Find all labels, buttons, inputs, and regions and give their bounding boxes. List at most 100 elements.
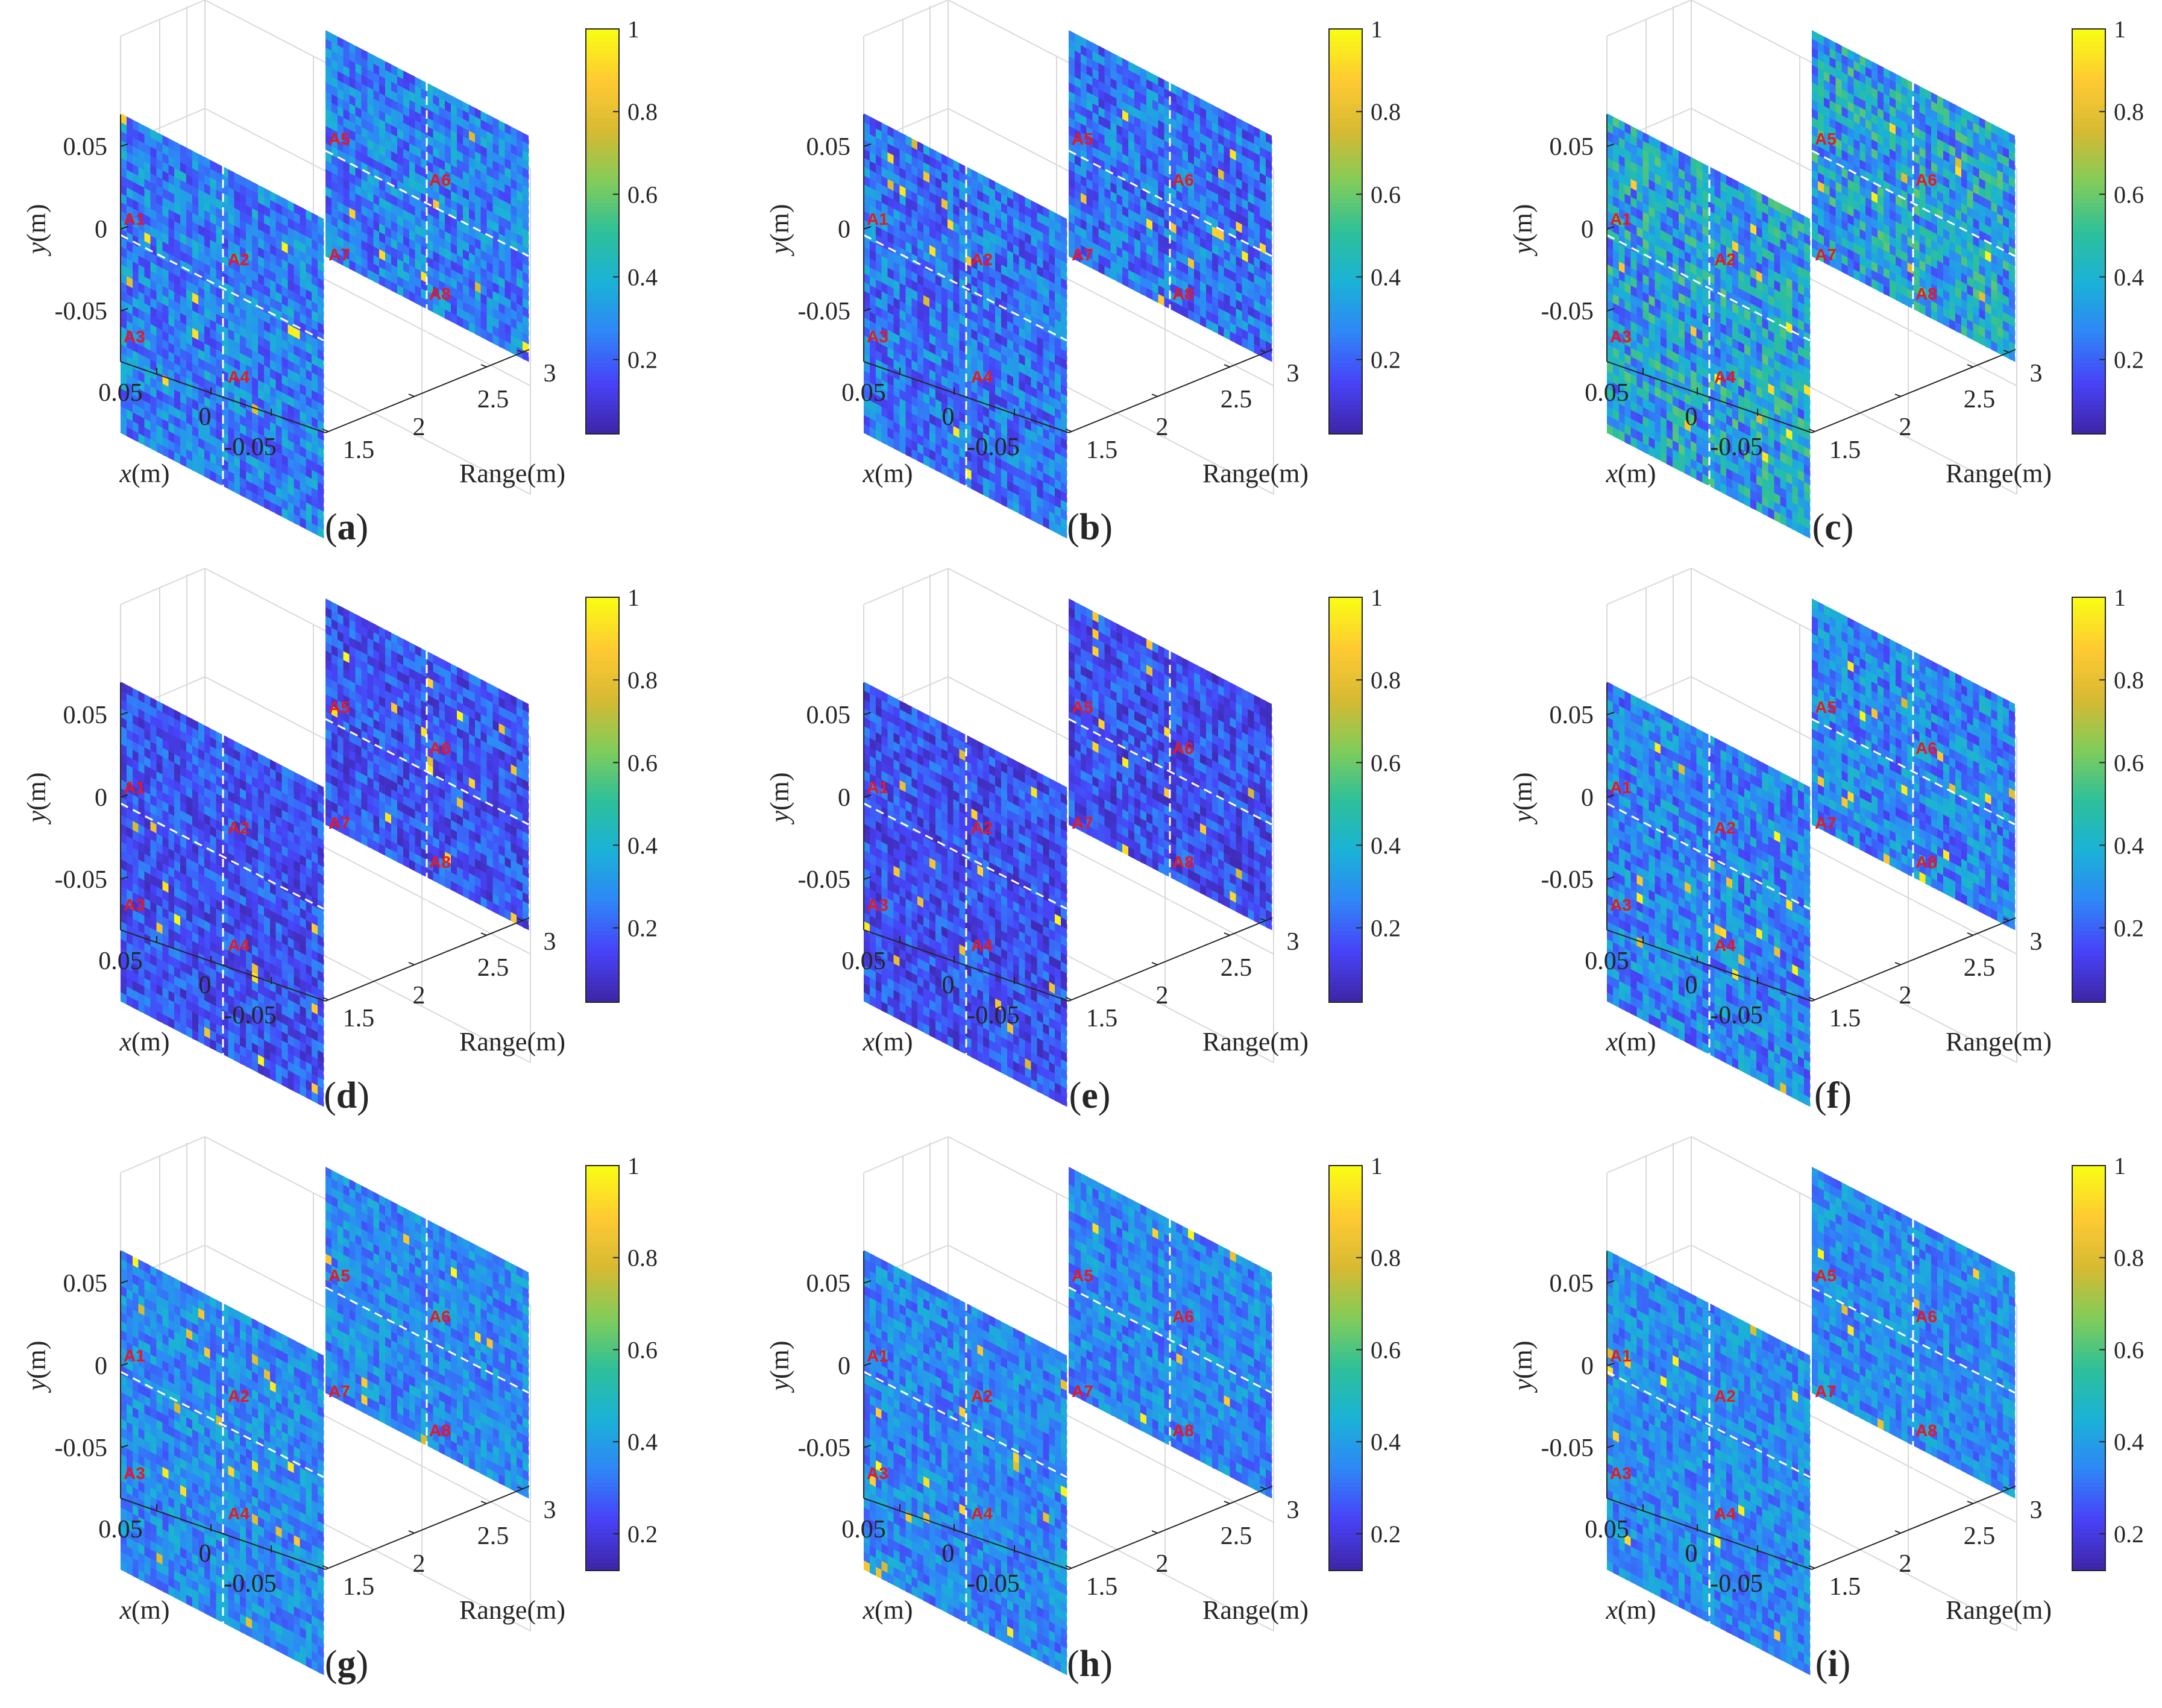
heatmap-cell [150,386,157,399]
colorbar-strip [586,46,619,51]
heatmap-cell [180,401,187,414]
heatmap-cell [180,384,187,397]
heatmap-cell [138,229,145,242]
colorbar-strip [586,282,619,287]
heatmap-cell [216,216,223,229]
heatmap-cell [174,398,181,411]
heatmap-cell [246,196,253,209]
heatmap-cell [138,193,145,206]
heatmap-cell [228,355,234,368]
heatmap-cell [138,424,145,437]
heatmap-cell [168,377,175,391]
heatmap-cell [234,367,240,380]
heatmap-cell [126,178,133,191]
heatmap-cell [150,137,157,150]
heatmap-cell [150,306,157,319]
heatmap-cell [138,131,145,144]
colorbar-strip [586,421,619,426]
heatmap-cell [150,218,157,230]
heatmap-cell [168,306,175,319]
colorbar-strip [586,375,619,380]
heatmap-cell [234,207,240,221]
heatmap-cell [144,374,151,387]
region-marker-a2: A2 [971,250,993,269]
heatmap-cell [150,377,157,390]
heatmap-cell [121,273,127,286]
heatmap-cell [144,232,151,245]
colorbar-strip [1329,240,1362,245]
colorbar-strip [586,341,619,346]
heatmap-cell [186,395,193,409]
heatmap-cell [192,336,199,350]
colorbar-strip [1329,46,1362,51]
colorbar-strip [1329,354,1362,359]
colorbar-strip [1329,130,1362,135]
heatmap-cell [162,445,169,458]
heatmap-cell [162,286,169,298]
colorbar-strip [1329,375,1362,380]
range-tick-mark [1151,394,1158,397]
heatmap-cell [180,366,187,378]
heatmap-cell [192,204,199,216]
heatmap-cell [204,227,211,240]
heatmap-cell [192,212,199,225]
heatmap-cell [240,175,247,188]
heatmap-cell [180,330,187,344]
heatmap-cell [121,397,127,410]
heatmap-cell [156,318,163,331]
heatmap-cell [144,321,151,333]
heatmap-cell [240,459,247,472]
region-marker-a8: A8 [429,284,451,303]
heatmap-cell [174,168,181,180]
heatmap-cell [144,259,151,271]
heatmap-cell [138,309,145,322]
heatmap-cell [150,164,157,177]
y-tick-label: 0 [838,216,850,243]
heatmap-cell [246,187,253,200]
colorbar-strip [586,160,619,165]
heatmap-cell [162,259,169,272]
heatmap-cell [216,429,223,442]
caption-open: ( [325,507,338,548]
heatmap-cell [121,317,127,330]
heatmap-cell [168,262,175,275]
heatmap-cell [198,295,205,308]
heatmap-cell [192,301,199,314]
heatmap-cell [192,274,199,287]
heatmap-cell [150,342,157,354]
region-marker-a3: A3 [867,327,888,346]
heatmap-cell [240,202,247,215]
colorbar-strip [1329,105,1362,110]
region-marker-a7: A7 [1072,245,1093,264]
heatmap-cell [126,409,133,422]
heatmap-cell [198,224,205,237]
colorbar-strip [1329,282,1362,287]
colorbar-strip [1329,379,1362,384]
heatmap-cell [144,206,151,218]
colorbar-strip [1329,362,1362,367]
heatmap-cell [198,304,205,317]
heatmap-cell [162,135,169,148]
heatmap-cell [121,264,127,277]
y-tick-label: -0.05 [55,298,108,325]
heatmap-cell [198,207,205,219]
colorbar-strip [586,88,619,93]
heatmap-cell [216,367,223,380]
heatmap-cell [186,360,193,373]
heatmap-cell [204,165,211,178]
heatmap-cell [156,433,163,446]
heatmap-cell [234,216,240,229]
heatmap-cell [234,278,240,291]
heatmap-cell [121,157,127,171]
y-tick-label: 0.05 [806,133,851,161]
colorbar-strip [586,307,619,312]
heatmap-cell [228,426,234,439]
heatmap-cell [174,141,181,154]
heatmap-cell [132,332,139,345]
heatmap-cell [186,209,193,222]
heatmap-cell [186,236,193,249]
colorbar-strip [586,185,619,190]
heatmap-cell [126,374,133,386]
x-tick-label: 0.05 [98,379,143,407]
colorbar-strip [586,354,619,359]
